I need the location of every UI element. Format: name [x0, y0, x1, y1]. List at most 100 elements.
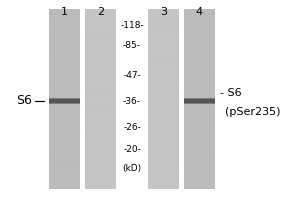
Bar	[85, 81, 116, 84]
Bar	[184, 138, 215, 141]
Bar	[184, 162, 215, 165]
Bar	[148, 183, 179, 186]
Bar	[184, 18, 215, 21]
Bar	[85, 180, 116, 183]
Bar	[184, 66, 215, 69]
Bar	[49, 108, 80, 111]
Bar	[85, 87, 116, 90]
Bar	[49, 69, 80, 72]
Bar	[184, 168, 215, 171]
Bar	[148, 78, 179, 81]
Bar	[148, 75, 179, 78]
Bar	[49, 90, 80, 93]
Bar	[49, 51, 80, 54]
Text: (pSer235): (pSer235)	[225, 107, 280, 117]
Bar	[148, 144, 179, 147]
Bar	[85, 114, 116, 117]
Bar	[148, 87, 179, 90]
Bar	[85, 21, 116, 24]
Bar	[148, 60, 179, 63]
Text: 3: 3	[160, 7, 167, 17]
Bar	[184, 81, 215, 84]
Bar	[184, 51, 215, 54]
Bar	[148, 150, 179, 153]
Bar	[148, 39, 179, 42]
Bar	[148, 81, 179, 84]
Bar	[148, 129, 179, 132]
Bar	[148, 9, 179, 189]
Bar	[49, 93, 80, 96]
Bar	[49, 156, 80, 159]
Bar	[148, 117, 179, 120]
Bar	[148, 33, 179, 36]
Text: -118-: -118-	[120, 21, 144, 29]
Bar	[85, 9, 116, 12]
Bar	[49, 186, 80, 189]
Bar	[49, 180, 80, 183]
Bar	[148, 126, 179, 129]
Bar	[148, 186, 179, 189]
Bar	[148, 123, 179, 126]
Bar	[85, 48, 116, 51]
Bar	[85, 102, 116, 105]
Text: -85-: -85-	[123, 42, 141, 50]
Bar	[148, 135, 179, 138]
Bar	[184, 84, 215, 87]
Bar	[148, 114, 179, 117]
Bar	[148, 96, 179, 99]
Bar	[85, 96, 116, 99]
Bar	[49, 78, 80, 81]
Bar	[184, 63, 215, 66]
Bar	[85, 111, 116, 114]
Bar	[148, 57, 179, 60]
Text: S6: S6	[16, 95, 32, 108]
Bar	[85, 147, 116, 150]
Bar	[184, 144, 215, 147]
Bar	[85, 153, 116, 156]
Bar	[49, 18, 80, 21]
Bar	[85, 15, 116, 18]
Bar	[184, 30, 215, 33]
Bar	[49, 57, 80, 60]
Text: -36-: -36-	[123, 97, 141, 106]
Bar	[85, 63, 116, 66]
Bar	[184, 177, 215, 180]
Text: -20-: -20-	[123, 144, 141, 154]
Bar	[49, 120, 80, 123]
Bar	[49, 39, 80, 42]
Bar	[148, 165, 179, 168]
Bar	[148, 90, 179, 93]
Bar	[184, 42, 215, 45]
Bar	[184, 39, 215, 42]
Bar	[184, 54, 215, 57]
Bar	[49, 42, 80, 45]
Bar	[85, 42, 116, 45]
Bar	[85, 9, 116, 189]
Bar	[85, 75, 116, 78]
Bar	[85, 18, 116, 21]
Bar	[49, 105, 80, 108]
Bar	[184, 45, 215, 48]
Bar	[184, 21, 215, 24]
Bar	[184, 102, 215, 105]
Bar	[184, 183, 215, 186]
Bar	[148, 27, 179, 30]
Bar	[148, 132, 179, 135]
Bar	[85, 144, 116, 147]
Bar	[148, 99, 179, 102]
Bar	[184, 78, 215, 81]
Bar	[184, 87, 215, 90]
Bar	[148, 48, 179, 51]
Text: - S6: - S6	[220, 88, 242, 98]
Bar	[49, 96, 80, 99]
Bar	[49, 144, 80, 147]
Bar	[184, 69, 215, 72]
Bar	[49, 87, 80, 90]
Bar	[184, 171, 215, 174]
Bar	[148, 51, 179, 54]
Text: 4: 4	[196, 7, 203, 17]
Bar	[85, 183, 116, 186]
Bar	[49, 153, 80, 156]
Text: (kD): (kD)	[122, 164, 142, 173]
Bar	[49, 168, 80, 171]
